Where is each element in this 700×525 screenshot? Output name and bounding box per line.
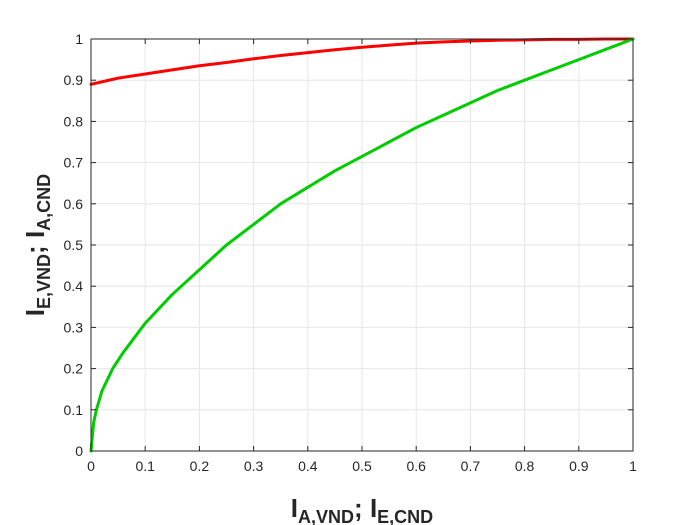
y-tick-label: 1	[75, 31, 83, 47]
y-tick-label: 0.6	[64, 196, 84, 212]
y-tick-label: 0.1	[64, 402, 84, 418]
y-tick-label: 0.9	[64, 72, 84, 88]
series-group	[89, 37, 635, 453]
x-tick-label: 0.7	[461, 458, 481, 474]
y-tick-label: 0.3	[64, 319, 84, 335]
y-axis-label: IE,VND; IA,CND	[20, 174, 54, 316]
series-line-1	[89, 37, 635, 86]
series-line-2	[89, 37, 635, 453]
x-tick-label: 0	[87, 458, 95, 474]
x-tick-label: 1	[629, 458, 637, 474]
y-tick-label: 0.2	[64, 361, 84, 377]
y-tick-label: 0.4	[64, 278, 84, 294]
x-axis-ticks: 0 0.1 0.2 0.3 0.4 0.5 0.6 0.7 0.8 0.9 1	[87, 39, 637, 474]
x-tick-label: 0.2	[190, 458, 210, 474]
x-tick-label: 0.8	[515, 458, 535, 474]
x-tick-label: 0.1	[135, 458, 155, 474]
y-tick-label: 0.7	[64, 155, 84, 171]
x-tick-label: 0.3	[244, 458, 264, 474]
y-tick-label: 0.5	[64, 237, 84, 253]
x-tick-label: 0.5	[352, 458, 372, 474]
x-tick-label: 0.9	[569, 458, 589, 474]
x-axis-label: IA,VND; IE,CND	[291, 493, 433, 525]
y-axis-ticks: 0 0.1 0.2 0.3 0.4 0.5 0.6 0.7 0.8 0.9 1	[64, 31, 633, 459]
y-tick-label: 0	[75, 443, 83, 459]
x-tick-label: 0.6	[406, 458, 426, 474]
x-tick-label: 0.4	[298, 458, 318, 474]
y-tick-label: 0.8	[64, 113, 84, 129]
